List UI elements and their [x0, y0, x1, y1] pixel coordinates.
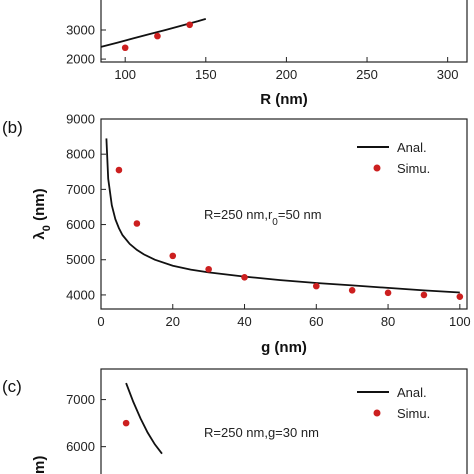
x-tick-label: 40	[237, 314, 251, 329]
data-point	[312, 282, 320, 290]
data-point	[420, 291, 428, 299]
data-point	[205, 265, 212, 273]
data-point	[456, 293, 464, 300]
x-tick-label: 0	[97, 314, 104, 329]
y-tick-label: 2000	[66, 52, 95, 67]
y-tick-label: 7000	[66, 182, 95, 197]
legend-anal-label: Anal.	[397, 385, 427, 400]
panel-b-frame	[100, 118, 468, 310]
x-tick-label: 100	[449, 314, 471, 329]
y-tick-label: 9000	[66, 112, 95, 127]
panel-b-ylabel: λ0 (nm)	[31, 188, 53, 239]
legend-anal-label: Anal.	[397, 140, 427, 155]
data-point	[133, 220, 141, 227]
data-point	[169, 252, 177, 260]
legend-simu-point-swatch	[373, 409, 381, 417]
x-tick-label: 200	[276, 67, 298, 82]
panel-b-xlabel: g (nm)	[261, 339, 307, 356]
panel-c-annotation: R=250 nm,g=30 nm	[204, 425, 319, 440]
legend-simu-label: Simu.	[397, 406, 430, 421]
panel-c: (c) 6000 7000 m) R=250 nm,g=30 nm Anal. S…	[2, 368, 468, 474]
data-point	[121, 44, 129, 52]
y-tick-label: 7000	[66, 392, 95, 407]
legend-simu-point-swatch	[373, 164, 381, 172]
y-tick-label: 6000	[66, 217, 95, 232]
panel-b-legend: Anal. Simu.	[357, 140, 430, 176]
data-point	[154, 32, 161, 40]
panel-a-frame	[100, 0, 468, 63]
series-line-curve	[100, 18, 207, 48]
y-tick-label: 4000	[66, 287, 95, 302]
panel-a: 2000 3000 100 150 200 250 300 R (nm)	[66, 0, 468, 108]
data-point	[115, 166, 123, 174]
panel-b-annotation: R=250 nm,r0=50 nm	[204, 207, 322, 228]
y-tick-label: 8000	[66, 147, 95, 162]
panel-c-legend: Anal. Simu.	[357, 385, 430, 421]
panel-c-frame	[100, 368, 468, 474]
legend-simu-label: Simu.	[397, 161, 430, 176]
data-point	[122, 419, 130, 427]
x-tick-label: 20	[166, 314, 180, 329]
x-tick-label: 100	[114, 67, 136, 82]
panel-b-label: (b)	[2, 118, 23, 137]
y-tick-label: 6000	[66, 439, 95, 454]
y-tick-label: 5000	[66, 252, 95, 267]
x-tick-label: 150	[195, 67, 217, 82]
series-line-anal	[125, 382, 163, 455]
data-point	[186, 21, 193, 29]
series-line-anal	[105, 138, 460, 294]
x-tick-label: 300	[437, 67, 459, 82]
y-tick-label: 3000	[66, 23, 95, 38]
data-point	[384, 289, 392, 297]
panel-a-xlabel: R (nm)	[260, 91, 308, 108]
panel-b: (b) 4000 5000 6000 7000 8000 9000 0 20 40 60 80 100…	[2, 112, 471, 357]
x-tick-label: 250	[356, 67, 378, 82]
panel-c-label: (c)	[2, 377, 22, 396]
panel-c-ylabel-partial: m)	[31, 456, 48, 474]
data-point	[241, 274, 248, 281]
x-tick-label: 60	[309, 314, 323, 329]
data-point	[348, 287, 356, 294]
x-tick-label: 80	[381, 314, 395, 329]
